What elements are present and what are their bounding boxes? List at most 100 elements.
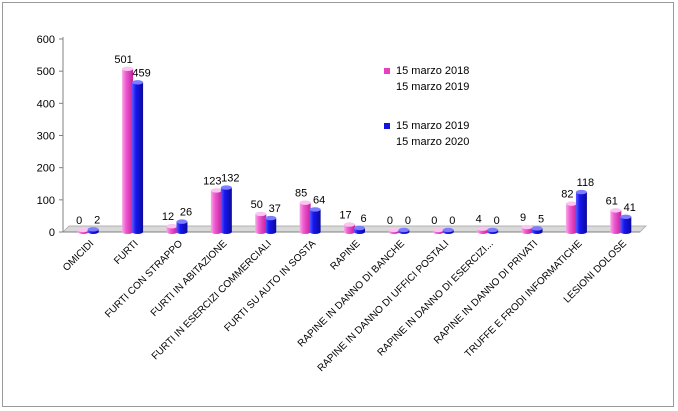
- data-label: 64: [313, 194, 325, 206]
- bar-base: [610, 230, 622, 234]
- bar-base: [477, 230, 489, 234]
- x-tick-label: RAPINE: [329, 238, 363, 272]
- legend-item-2: 15 marzo 2019 15 marzo 2020: [384, 120, 469, 148]
- data-label: 41: [624, 202, 636, 214]
- data-label: 5: [538, 213, 544, 225]
- data-label: 6: [360, 213, 366, 225]
- bar-base: [309, 230, 321, 234]
- bar-cap: [442, 227, 454, 233]
- bar-cap: [398, 227, 410, 233]
- y-tick-label: 100: [37, 195, 55, 207]
- data-label: 17: [339, 210, 351, 222]
- data-label: 4: [476, 214, 482, 226]
- y-tick-label: 600: [37, 34, 55, 46]
- bar-cap: [210, 188, 222, 193]
- bar-body: [299, 202, 311, 232]
- bar-base: [255, 230, 267, 234]
- bar-cap: [521, 224, 533, 230]
- bar-series2-5: [309, 207, 321, 234]
- bar-base: [210, 230, 222, 234]
- bar-cap: [344, 222, 355, 227]
- bar-body: [176, 221, 188, 232]
- bar-series2-12: [620, 214, 632, 234]
- bar-series2-4: [265, 215, 277, 234]
- data-label: 459: [132, 67, 150, 79]
- bar-series2-10: [531, 226, 543, 234]
- bar-cap: [354, 225, 365, 231]
- data-label: 2: [94, 214, 100, 226]
- y-tick-label: 200: [37, 163, 55, 175]
- bar-base: [166, 230, 178, 234]
- bar-series2-2: [176, 219, 188, 234]
- bar-series2-11: [575, 189, 587, 234]
- data-label: 501: [114, 54, 132, 66]
- legend-item-1: 15 marzo 2018 15 marzo 2019: [384, 65, 469, 93]
- bar-series1-12: [610, 208, 622, 234]
- bar-body: [620, 216, 632, 232]
- bars-group: [77, 66, 632, 234]
- bar-series1-4: [255, 211, 267, 234]
- bar-cap: [220, 185, 232, 190]
- legend-swatch: [384, 123, 390, 129]
- bar-body: [132, 82, 144, 232]
- data-label: 9: [520, 212, 526, 224]
- bar-cap: [388, 227, 400, 233]
- bar-series1-3: [210, 188, 222, 234]
- bar-base: [565, 230, 577, 234]
- data-label: 26: [180, 207, 192, 219]
- bar-cap: [620, 214, 632, 220]
- data-label: 0: [387, 215, 393, 227]
- bar-series1-2: [166, 223, 178, 234]
- bar-base: [531, 230, 543, 234]
- bar-body: [344, 224, 355, 232]
- data-label: 61: [606, 195, 618, 207]
- bar-series1-5: [299, 200, 311, 234]
- data-label: 85: [295, 188, 307, 200]
- bar-base: [220, 230, 232, 234]
- bar-base: [265, 230, 277, 234]
- bar-series2-8: [442, 227, 454, 234]
- bar-body: [309, 209, 321, 232]
- bar-body: [122, 68, 134, 232]
- bar-body: [255, 213, 267, 232]
- bar-series1-10: [521, 224, 533, 234]
- bar-body: [575, 192, 587, 232]
- data-label: 50: [251, 199, 263, 211]
- bar-series2-6: [354, 225, 365, 234]
- bar-series1-11: [565, 201, 577, 234]
- bar-cap: [432, 227, 444, 233]
- y-tick-label: 300: [37, 131, 55, 143]
- legend-label-line2: 15 marzo 2019: [396, 81, 469, 93]
- bar-cap: [309, 207, 321, 212]
- bar-cap: [122, 66, 134, 72]
- y-tick-label: 400: [37, 98, 55, 110]
- bar-body: [610, 210, 622, 232]
- bar-series1-9: [477, 226, 489, 234]
- data-label: 123: [203, 175, 221, 187]
- x-tick-label: FURTI IN ABITAZIONE: [149, 238, 230, 319]
- bar-series1-1: [122, 66, 134, 234]
- data-label: 82: [561, 189, 573, 201]
- x-tick-label: OMICIDI: [61, 238, 96, 273]
- bar-cap: [265, 215, 277, 221]
- chart-frame: [2, 2, 674, 407]
- bar-cap: [77, 227, 89, 233]
- data-label: 0: [405, 215, 411, 227]
- bar-cap: [565, 201, 577, 206]
- bar-series1-7: [388, 227, 400, 234]
- data-label: 0: [431, 215, 437, 227]
- legend-swatch: [384, 68, 390, 74]
- bar-cap: [477, 226, 489, 231]
- data-label: 118: [577, 177, 595, 189]
- data-label: 0: [76, 215, 82, 227]
- bar-body: [521, 227, 533, 232]
- bar-cap: [87, 227, 99, 232]
- legend-label-line2: 15 marzo 2020: [396, 136, 469, 148]
- data-label: 0: [449, 215, 455, 227]
- bar-cap: [132, 80, 144, 85]
- bar-cap: [255, 211, 267, 217]
